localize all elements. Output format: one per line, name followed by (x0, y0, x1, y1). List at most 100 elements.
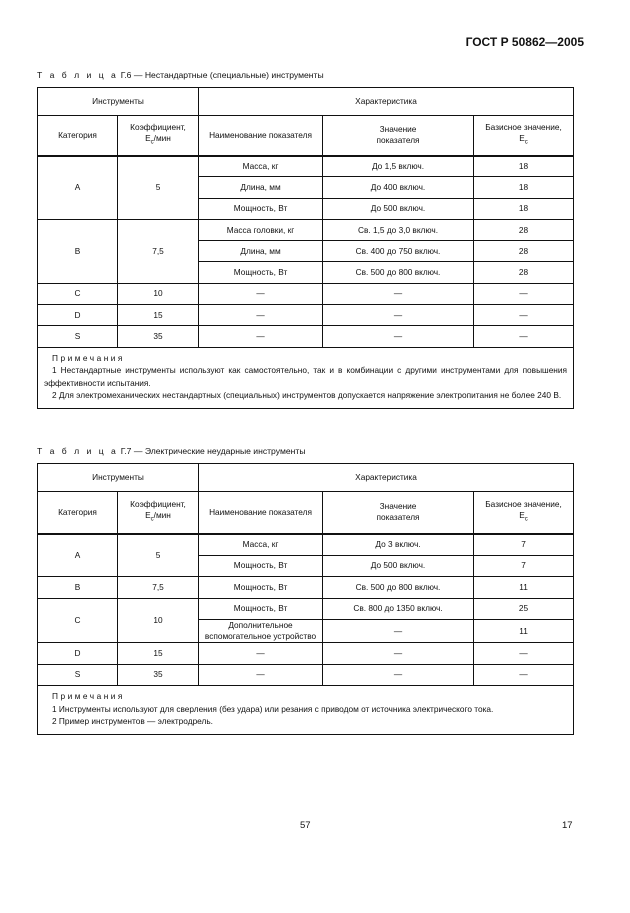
indicator-cell: Мощность, Вт (198, 261, 324, 284)
caption-label: Т а б л и ц а (37, 446, 119, 456)
base-value-cell: — (473, 304, 575, 327)
notes-title: Примечания (52, 352, 125, 363)
table-row: Длина, мм Св. 400 до 750 включ. 28 (38, 240, 575, 263)
base-value-cell: 25 (473, 597, 575, 620)
caption-label: Т а б л и ц а (37, 70, 119, 80)
table-row: C 10— — — (37, 282, 575, 306)
indicator-cell: Мощность, Вт (198, 597, 324, 620)
value-cell: Св. 500 до 800 включ. (322, 261, 475, 284)
coefficient-cell: 5 (116, 533, 200, 577)
base-value-cell: 18 (473, 154, 575, 178)
header-coefficient: Коэффициент, Ec/мин (116, 491, 200, 535)
table-row: S 35— — — (37, 663, 575, 686)
category-cell: D (37, 304, 118, 327)
table-row: Мощность, Вт Св. 500 до 800 включ. 28 (38, 261, 575, 284)
value-cell: — (322, 619, 475, 643)
indicator-cell: — (198, 325, 324, 348)
value-cell: Св. 500 до 800 включ. (322, 576, 475, 599)
page-number-center: 57 (300, 820, 311, 831)
base-value-cell: 28 (473, 261, 575, 284)
base-value-cell: 7 (473, 554, 575, 577)
base-value-cell: 7 (473, 533, 575, 556)
table-row: D 15— — — (37, 642, 575, 665)
table-row: Длина, мм До 400 включ. 18 (38, 176, 575, 199)
table-caption: Т а б л и ц а Г.7 — Электрические неудар… (37, 446, 306, 456)
value-cell: — (322, 663, 475, 686)
table-Г.7: Инструменты Характеристика Категория Коэф… (36, 463, 575, 735)
indicator-cell: Дополнительное вспомогательное устройств… (198, 619, 324, 643)
category-cell: C (37, 597, 118, 643)
indicator-cell: Масса, кг (198, 154, 324, 178)
table-Г.6: Инструменты Характеристика Категория Коэф… (36, 87, 575, 409)
category-cell: D (37, 642, 118, 665)
base-value-cell: 11 (473, 619, 575, 643)
category-cell: A (37, 533, 118, 577)
note: 1 Нестандартные инструменты используют к… (44, 365, 568, 388)
category-cell: C (37, 282, 118, 306)
indicator-cell: Длина, мм (198, 240, 324, 263)
base-value-cell: 18 (473, 176, 575, 199)
notes-title: Примечания (52, 691, 125, 701)
value-cell: До 400 включ. (322, 176, 475, 199)
header-coefficient: Коэффициент, Ec/мин (116, 115, 200, 157)
header-value: Значение показателя (322, 115, 475, 157)
page-number-right: 17 (562, 820, 573, 831)
table-row: Дополнительное вспомогательное устройств… (38, 619, 575, 643)
table-row: C 10 Мощность, Вт Св. 800 до 1350 включ. 25 (37, 597, 575, 643)
indicator-cell: Длина, мм (198, 176, 324, 199)
standard-number: ГОСТ Р 50862—2005 (465, 35, 584, 49)
value-cell: До 500 включ. (322, 554, 475, 577)
base-value-cell: — (473, 642, 575, 665)
table-caption: Т а б л и ц а Г.6 — Нестандартные (специ… (37, 70, 324, 80)
note: 1 Инструменты используют для сверления (… (52, 703, 494, 714)
value-cell: — (322, 325, 475, 348)
table-row: B 7,5 Масса головки, кг Св. 1,5 до 3,0 вклю… (37, 218, 575, 284)
base-value-cell: 11 (473, 576, 575, 599)
coefficient-cell: 10 (116, 597, 200, 643)
table-row: D 15— — — (37, 304, 575, 327)
caption-title: — Нестандартные (специальные) инструмент… (133, 70, 324, 80)
value-cell: Св. 800 до 1350 включ. (322, 597, 475, 620)
category-cell: B (37, 576, 118, 599)
coefficient-cell: 15 (116, 304, 200, 327)
value-cell: До 500 включ. (322, 197, 475, 220)
base-value-cell: — (473, 663, 575, 686)
header-base-value: Базисное значение, Ec (473, 491, 575, 535)
indicator-cell: — (198, 282, 324, 306)
base-value-cell: 28 (473, 218, 575, 242)
header-characteristic: Характеристика (198, 463, 575, 492)
coefficient-cell: 15 (116, 642, 200, 665)
coefficient-cell: 5 (116, 155, 200, 220)
header-indicator: Наименование показателя (198, 491, 324, 535)
coefficient-cell: 7,5 (116, 218, 200, 284)
category-cell: A (37, 155, 118, 220)
notes-block: Примечания 1 Нестандартные инструменты ис… (36, 346, 575, 409)
base-value-cell: — (473, 325, 575, 348)
indicator-cell: — (198, 642, 324, 665)
notes-block: Примечания 1 Инструменты используют для с… (36, 685, 575, 735)
caption-number: Г.7 (120, 446, 132, 456)
table-row: A 5 Масса, кг До 1,5 включ. 18 (37, 154, 575, 220)
header-instruments: Инструменты (36, 463, 200, 492)
value-cell: — (322, 642, 475, 665)
note: 2 Пример инструментов — электродрель. (52, 716, 213, 726)
value-cell: — (322, 304, 475, 327)
caption-number: Г.6 (120, 70, 132, 80)
header-value: Значение показателя (322, 491, 475, 535)
indicator-cell: Мощность, Вт (198, 576, 324, 599)
value-cell: Св. 1,5 до 3,0 включ. (322, 218, 475, 242)
table-row: B 7,5 Мощность, Вт Св. 500 до 800 включ. 11 (37, 576, 575, 599)
indicator-cell: — (198, 304, 324, 327)
table-row: S 35— — — (37, 325, 575, 348)
header-category: Категория (37, 115, 118, 157)
table-row: A 5 Масса, кг До 3 включ. 7 (37, 533, 575, 577)
value-cell: Св. 400 до 750 включ. (322, 240, 475, 263)
coefficient-cell: 7,5 (116, 576, 200, 599)
indicator-cell: Масса головки, кг (198, 218, 324, 242)
value-cell: До 1,5 включ. (322, 154, 475, 178)
coefficient-cell: 35 (116, 663, 200, 686)
header-indicator: Наименование показателя (198, 115, 324, 157)
coefficient-cell: 35 (116, 325, 200, 348)
value-cell: — (322, 282, 475, 306)
